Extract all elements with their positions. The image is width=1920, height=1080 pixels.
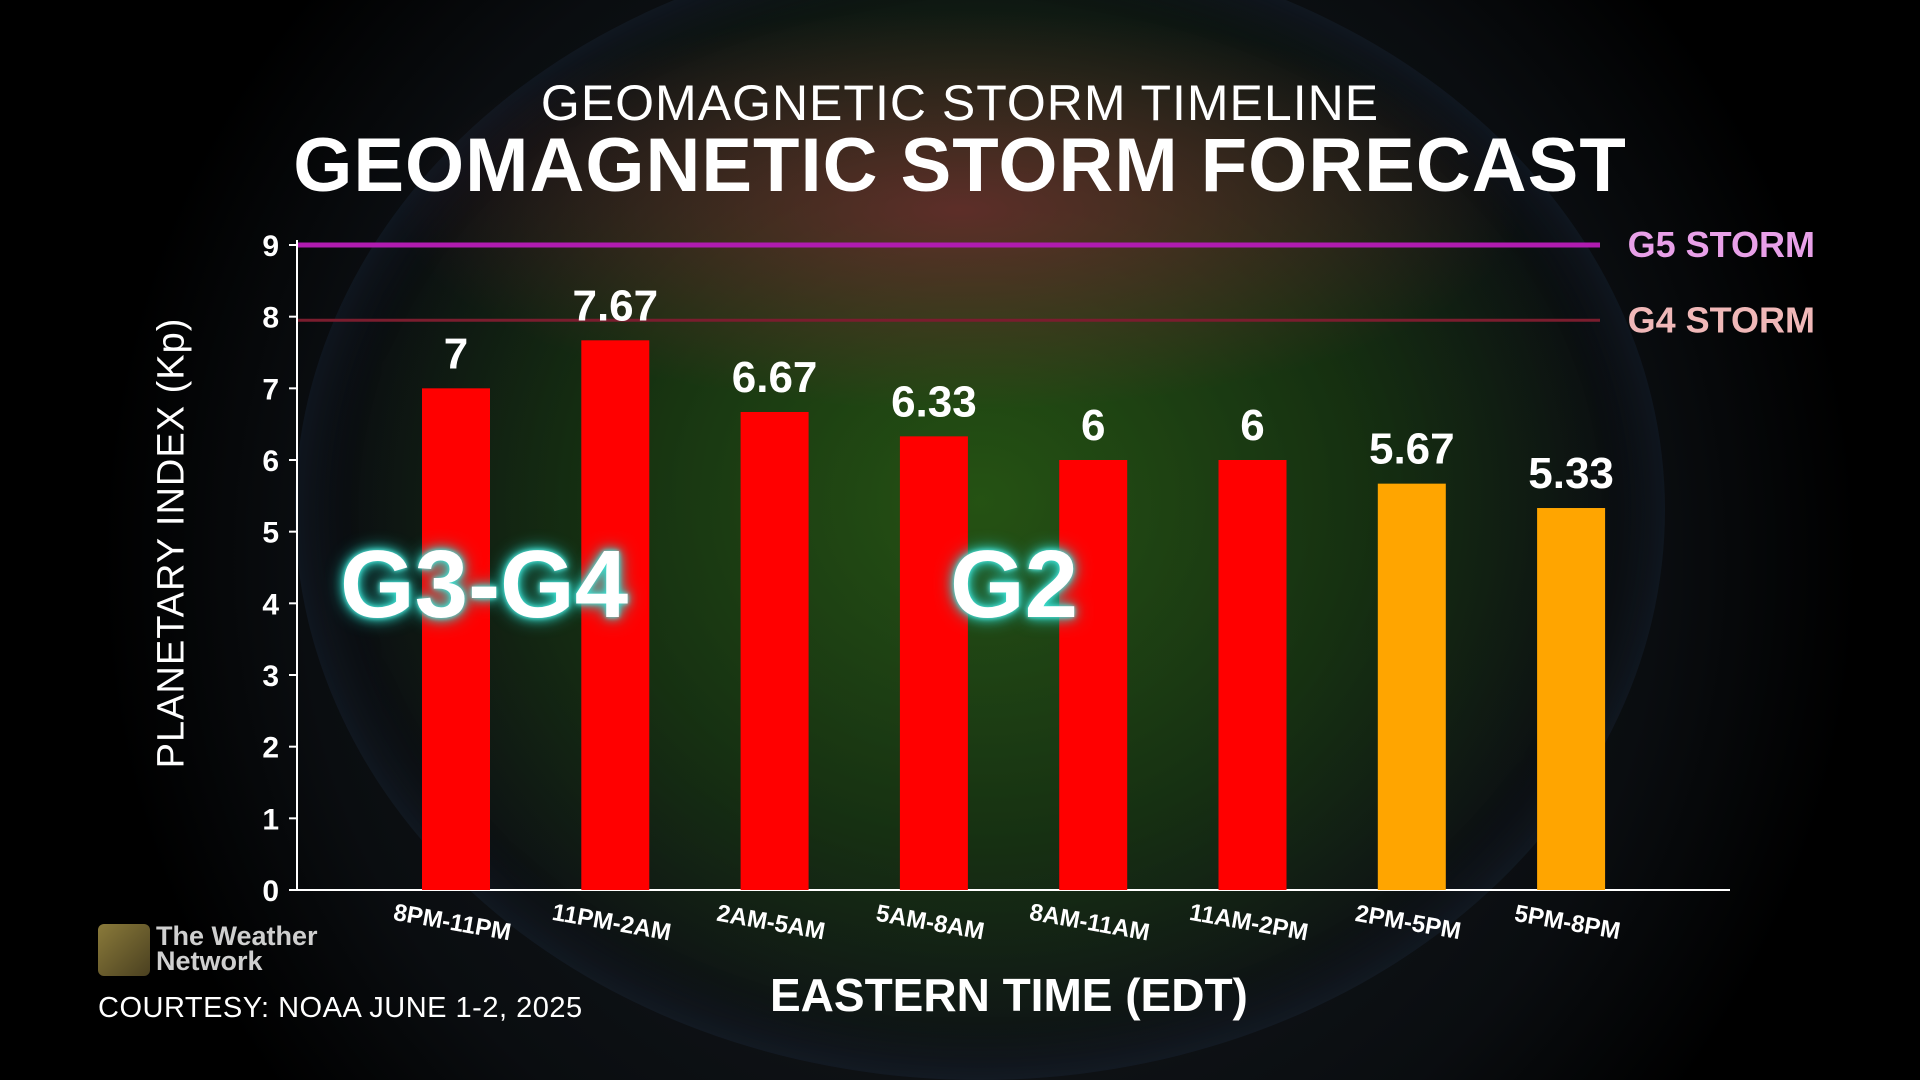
y-tick-label: 1 [262,803,279,836]
bar-value-label: 6.67 [732,353,818,402]
bar-value-label: 6.33 [891,377,977,426]
x-axis-label: EASTERN TIME (EDT) [770,969,1248,1021]
chart-title: GEOMAGNETIC STORM FORECAST [293,123,1627,208]
bar [740,411,809,890]
x-category-label: 11PM-2AM [550,899,673,946]
x-category-label: 8AM-11AM [1027,899,1151,947]
bar [899,436,968,890]
bar-value-label: 6 [1081,401,1105,450]
bar-value-label: 7.67 [572,281,658,330]
y-tick-label: 7 [262,373,279,406]
x-category-label: 8PM-11PM [392,899,514,946]
logo-line-1: The Weather [156,921,318,951]
storm-level-label-g3-g4: G3-G4 [340,531,629,638]
bar [422,388,490,890]
x-category-label: 11AM-2PM [1187,899,1310,946]
bar [581,340,650,891]
y-tick-label: 3 [262,660,279,693]
logo-text: The Weather Network [156,921,356,976]
threshold-lines: G5 STORM G4 STORM [297,224,1815,340]
threshold-label-1: G5 STORM [1628,224,1815,265]
chart-subtitle: GEOMAGNETIC STORM TIMELINE [540,75,1380,131]
bar [1537,508,1606,890]
bars [422,340,1606,891]
x-category-label: 2PM-5PM [1353,900,1463,945]
globe-logo-icon [98,924,150,976]
y-tick-label: 9 [262,230,279,263]
weather-network-logo: The Weather Network [98,923,348,978]
y-tick-label: 6 [262,445,279,478]
storm-level-label-g2: G2 [950,531,1079,638]
x-category-label: 5AM-8AM [874,900,986,946]
y-tick-label: 5 [262,517,279,550]
y-tick-label: 0 [262,875,279,908]
bar-value-label: 6 [1240,401,1264,450]
logo-line-2: Network [156,946,263,976]
bar-value-label: 5.67 [1369,425,1455,474]
courtesy-credit: COURTESY: NOAA JUNE 1-2, 2025 [98,992,583,1024]
x-category-labels: 8PM-11PM 11PM-2AM 2AM-5AM 5AM-8AM 8AM-11AM 11… [392,899,1623,947]
axes [296,240,1730,891]
value-labels: 7 7.67 6.67 6.33 6 6 5.67 5.33 [444,281,1614,498]
bar-value-label: 7 [444,329,468,378]
y-tick-label: 4 [262,588,279,621]
y-tick-labels: 0 1 2 3 4 5 6 7 8 9 [262,230,297,908]
threshold-label-2: G4 STORM [1628,299,1815,340]
y-tick-label: 8 [262,302,279,335]
bar [1059,460,1128,890]
y-axis-label: PLANETARY INDEX (Kp) [150,317,193,769]
x-category-label: 5PM-8PM [1513,900,1623,945]
x-category-label: 2AM-5AM [715,900,827,946]
y-tick-label: 2 [262,732,279,765]
bar-value-label: 5.33 [1528,449,1614,498]
bar [1377,483,1446,890]
bar [1218,460,1287,890]
